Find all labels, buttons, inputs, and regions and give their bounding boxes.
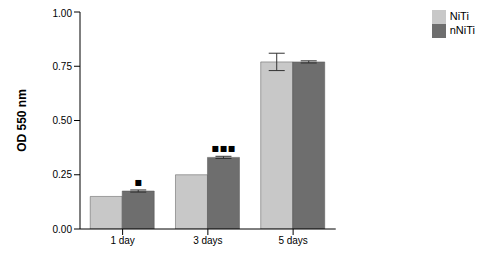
html-text:nNiTi: nNiTi bbox=[449, 24, 475, 37]
svg-text:▪▪▪: ▪▪▪ bbox=[211, 141, 235, 155]
svg-text:0.25: 0.25 bbox=[53, 169, 73, 180]
svg-text:0.50: 0.50 bbox=[53, 115, 73, 126]
html-text:NiTi: NiTi bbox=[449, 10, 469, 22]
svg-text:5 days: 5 days bbox=[278, 235, 307, 246]
svg-text:▪: ▪ bbox=[134, 175, 142, 189]
svg-text:OD 550 nm: OD 550 nm bbox=[15, 89, 29, 152]
svg-text:1.00: 1.00 bbox=[53, 8, 73, 19]
svg-text:3 days: 3 days bbox=[193, 235, 222, 246]
svg-text:1 day: 1 day bbox=[110, 235, 134, 246]
svg-text:0.00: 0.00 bbox=[53, 224, 73, 235]
svg-text:0.75: 0.75 bbox=[53, 61, 73, 72]
